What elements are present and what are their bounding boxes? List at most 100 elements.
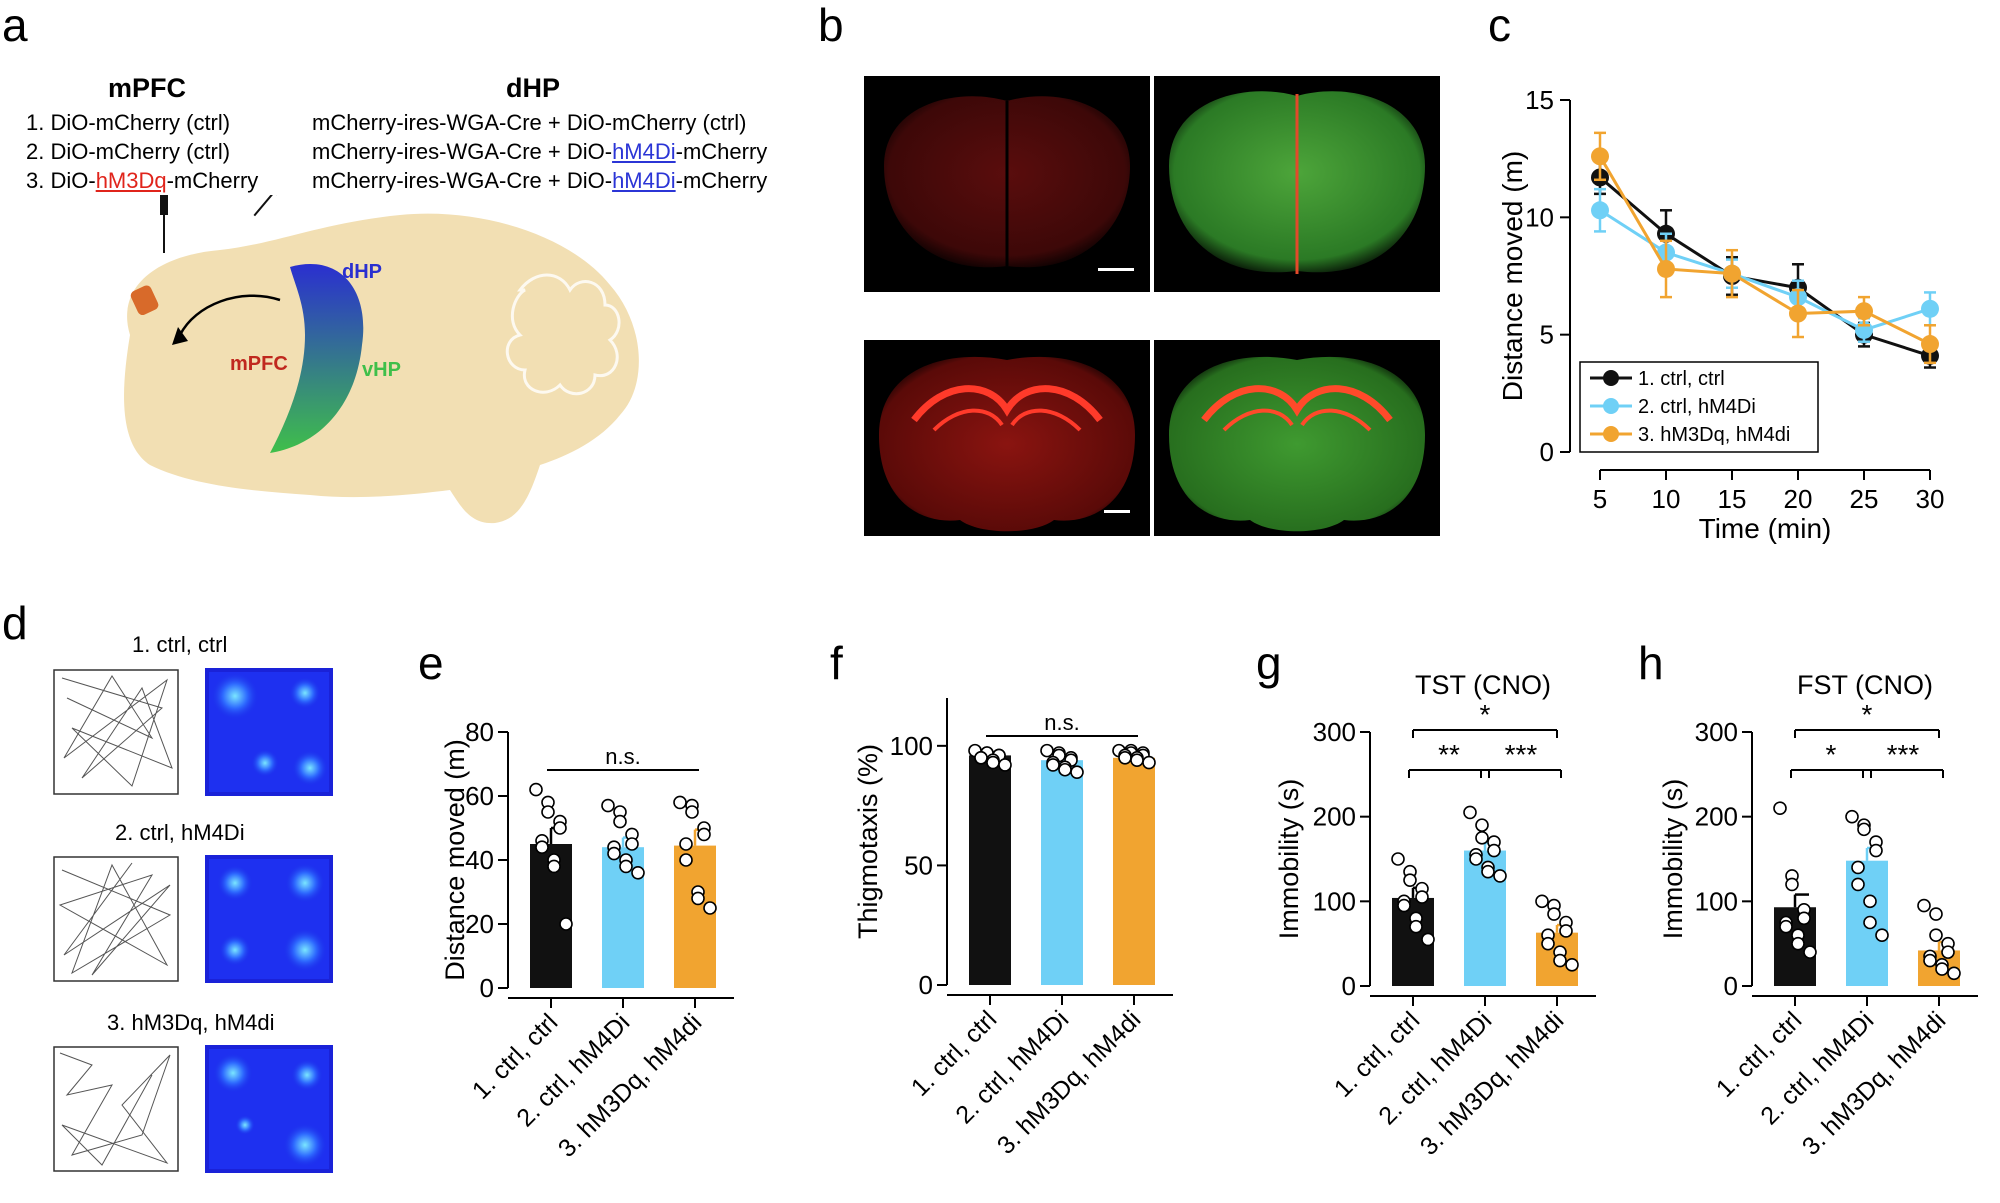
data-point bbox=[1657, 259, 1675, 278]
x-tick-label: 20 bbox=[1784, 484, 1813, 514]
syringe-dhp-icon bbox=[253, 195, 296, 217]
hippocampus bbox=[270, 264, 364, 453]
heatmap-2 bbox=[205, 855, 333, 983]
micrograph-bottom-merge bbox=[1154, 340, 1440, 536]
x-tick-label: 5 bbox=[1593, 484, 1607, 514]
data-point bbox=[1789, 304, 1807, 323]
data-point bbox=[1397, 898, 1411, 913]
data-point bbox=[691, 891, 705, 906]
series-line bbox=[1599, 176, 1931, 358]
y-tick-label: 15 bbox=[1525, 85, 1554, 115]
data-point bbox=[1941, 945, 1955, 959]
data-point bbox=[1040, 743, 1054, 758]
hm4di-highlight: hM4Di bbox=[612, 168, 676, 193]
data-point bbox=[1869, 843, 1883, 858]
data-point bbox=[1591, 147, 1609, 166]
data-point bbox=[1935, 962, 1949, 976]
y-tick-label: 0 bbox=[919, 970, 933, 1000]
chart-c: 0 5 10 15 5 10 15 20 25 30 Time (min) Distance move… bbox=[1497, 85, 1944, 544]
data-point bbox=[703, 901, 717, 915]
data-point bbox=[1851, 877, 1865, 892]
data-point bbox=[1851, 860, 1865, 875]
scale-bar bbox=[1098, 268, 1134, 271]
track-title-1: 1. ctrl, ctrl bbox=[132, 632, 228, 657]
data-point bbox=[1923, 953, 1937, 968]
data-point bbox=[685, 805, 699, 819]
panel-letter-a: a bbox=[2, 0, 28, 51]
x-tick-label: 10 bbox=[1652, 484, 1681, 514]
data-point bbox=[1947, 966, 1961, 981]
data-point bbox=[1535, 894, 1549, 909]
data-point bbox=[619, 859, 633, 874]
data-point bbox=[541, 805, 555, 819]
legend-marker bbox=[1603, 370, 1619, 386]
y-tick-label: 200 bbox=[1313, 802, 1356, 832]
significance-label: ** bbox=[1438, 739, 1460, 770]
y-tick-label: 5 bbox=[1540, 320, 1554, 350]
legend-marker bbox=[1603, 426, 1619, 442]
data-point bbox=[1917, 898, 1931, 913]
data-point bbox=[1142, 755, 1156, 770]
brain-label-mpfc: mPFC bbox=[230, 353, 288, 375]
data-point bbox=[535, 840, 549, 854]
data-point bbox=[1921, 335, 1939, 354]
data-point bbox=[1409, 919, 1423, 934]
bar bbox=[1041, 760, 1083, 985]
track-plot-2 bbox=[53, 856, 179, 982]
data-point bbox=[1469, 852, 1483, 866]
dhp-line-3: mCherry-ires-WGA-Cre + DiO-hM4Di-mCherry bbox=[312, 168, 768, 193]
data-point bbox=[1921, 299, 1939, 318]
data-point bbox=[559, 917, 573, 931]
bar bbox=[674, 845, 716, 988]
panel-letter-h: h bbox=[1638, 637, 1664, 689]
significance-label: n.s. bbox=[605, 744, 640, 769]
panel-letter-g: g bbox=[1256, 637, 1282, 689]
y-tick-label: 100 bbox=[1695, 886, 1738, 916]
micrograph-top-merge bbox=[1154, 76, 1440, 292]
brain-label-vhp: vHP bbox=[362, 359, 401, 381]
legend-label: 3. hM3Dq, hM4di bbox=[1638, 424, 1790, 446]
data-point bbox=[1475, 831, 1489, 845]
panel-letter-e: e bbox=[418, 637, 444, 689]
data-point bbox=[1475, 818, 1489, 832]
data-point bbox=[1929, 907, 1943, 921]
data-point bbox=[998, 758, 1012, 772]
data-point bbox=[1855, 302, 1873, 321]
y-tick-label: 100 bbox=[890, 731, 933, 761]
data-point bbox=[974, 750, 988, 765]
y-tick-label: 60 bbox=[465, 781, 494, 811]
cerebellum-folds bbox=[505, 273, 621, 396]
panel-letter-b: b bbox=[818, 0, 844, 51]
data-point bbox=[1591, 201, 1609, 220]
data-point bbox=[1803, 945, 1817, 959]
y-tick-label: 20 bbox=[465, 909, 494, 939]
heatmap-3 bbox=[205, 1045, 333, 1173]
mpfc-line-2: 2. DiO-mCherry (ctrl) bbox=[26, 139, 231, 164]
data-point bbox=[631, 866, 645, 880]
data-point bbox=[1779, 919, 1793, 934]
data-point bbox=[1797, 911, 1811, 926]
data-point bbox=[553, 821, 567, 835]
y-tick-label: 0 bbox=[1342, 971, 1356, 1001]
data-point bbox=[1481, 864, 1495, 879]
data-point bbox=[1863, 894, 1877, 909]
mpfc-line-3: 3. DiO-hM3Dq-mCherry bbox=[26, 168, 259, 193]
data-point bbox=[1875, 928, 1889, 943]
micrograph-top-red bbox=[864, 76, 1150, 292]
panel-letter-d: d bbox=[2, 597, 28, 649]
data-point bbox=[601, 798, 615, 813]
y-axis-label: Immobility (s) bbox=[1274, 779, 1304, 940]
panel-letter-f: f bbox=[830, 637, 843, 689]
micrograph-bottom-red bbox=[864, 340, 1150, 536]
data-point bbox=[1785, 877, 1799, 892]
syringe-mpfc-icon bbox=[160, 195, 168, 253]
data-point bbox=[697, 827, 711, 842]
data-point bbox=[1403, 873, 1417, 887]
data-point bbox=[1130, 753, 1144, 767]
chart-title: FST (CNO) bbox=[1797, 670, 1933, 700]
y-tick-label: 200 bbox=[1695, 802, 1738, 832]
scale-bar bbox=[1104, 510, 1130, 513]
brain-body bbox=[124, 213, 639, 524]
